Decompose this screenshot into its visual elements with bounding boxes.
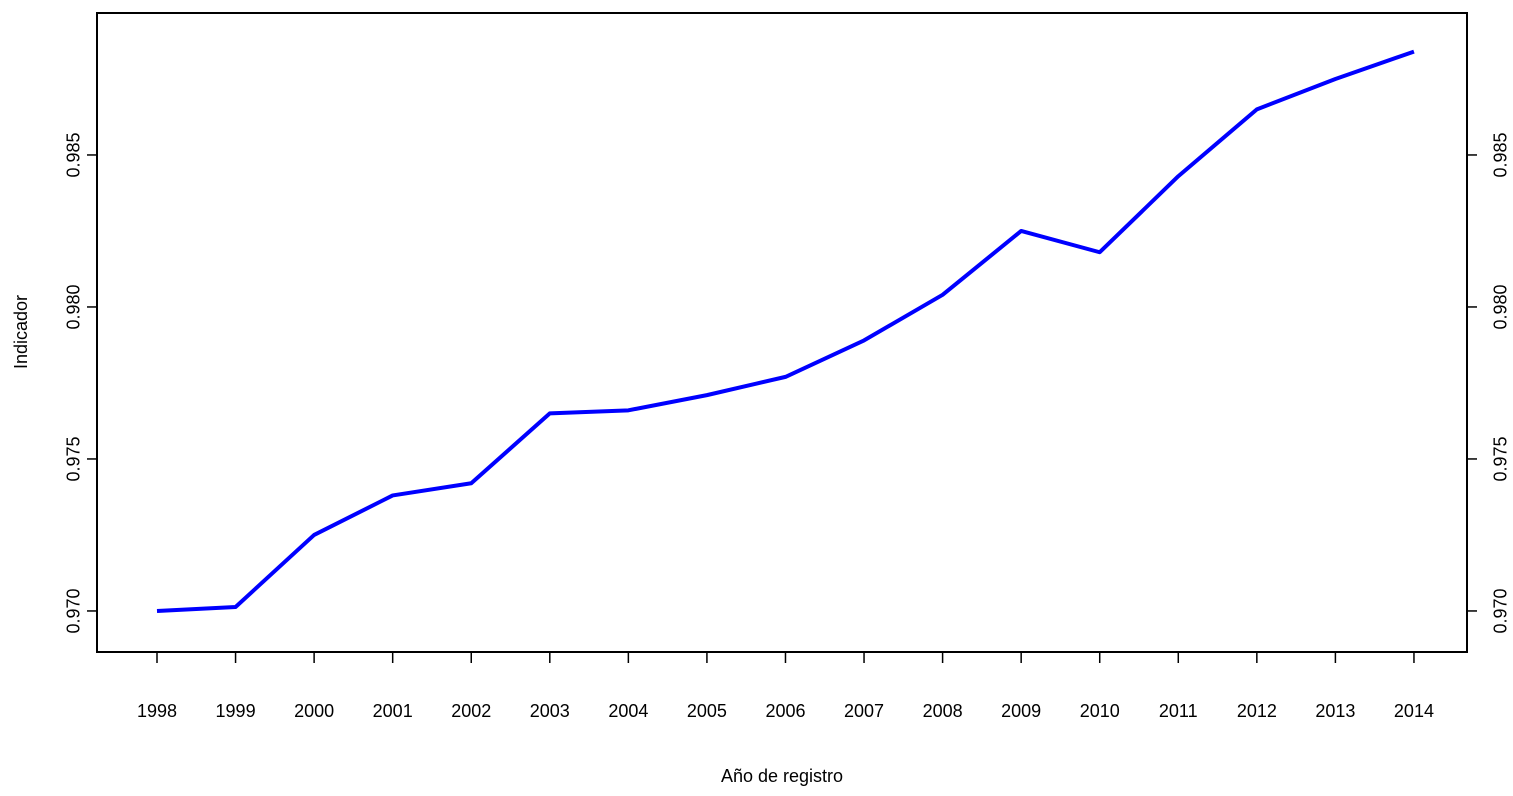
x-tick-label: 2013: [1315, 701, 1355, 721]
x-tick-label: 1998: [137, 701, 177, 721]
x-tick-label: 2000: [294, 701, 334, 721]
x-tick-label: 2011: [1159, 701, 1198, 721]
x-tick-label: 2003: [530, 701, 570, 721]
x-tick-label: 1999: [216, 701, 256, 721]
y-tick-label: 0.970: [64, 588, 84, 633]
y2-tick-label: 0.985: [1491, 132, 1511, 177]
y2-tick-label: 0.970: [1491, 588, 1511, 633]
x-tick-label: 2005: [687, 701, 727, 721]
x-tick-label: 2007: [844, 701, 884, 721]
y-tick-label: 0.980: [64, 284, 84, 329]
x-axis-title: Año de registro: [721, 766, 843, 786]
x-tick-label: 2004: [608, 701, 648, 721]
x-tick-label: 2002: [451, 701, 491, 721]
x-tick-label: 2001: [373, 701, 413, 721]
y2-tick-label: 0.975: [1491, 436, 1511, 481]
x-tick-label: 2010: [1080, 701, 1120, 721]
y2-tick-label: 0.980: [1491, 284, 1511, 329]
y-axis-title: Indicador: [11, 295, 31, 369]
x-tick-label: 2012: [1237, 701, 1277, 721]
y-tick-label: 0.985: [64, 132, 84, 177]
y-tick-label: 0.975: [64, 436, 84, 481]
x-tick-label: 2009: [1001, 701, 1041, 721]
x-tick-label: 2006: [765, 701, 805, 721]
data-line: [156, 49, 1415, 613]
x-tick-label: 2014: [1394, 701, 1434, 721]
x-tick-label: 2008: [923, 701, 963, 721]
